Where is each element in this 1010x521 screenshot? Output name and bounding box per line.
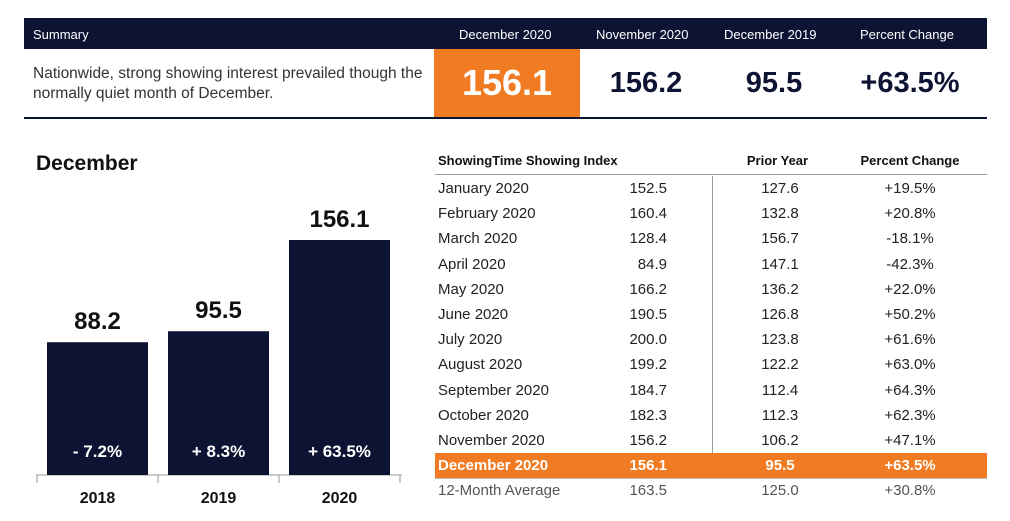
x-tick-label: 2019 (201, 490, 237, 507)
summary-text: Nationwide, strong showing interest prev… (33, 65, 423, 102)
month-cell: November 2020 (438, 432, 545, 449)
value-cell: 156.2 (629, 432, 667, 449)
header-december-2020: December 2020 (459, 27, 552, 42)
change-cell: -42.3% (886, 255, 934, 273)
table-row: March 2020 128.4 156.7 -18.1% (435, 226, 987, 251)
change-cell: +19.5% (884, 180, 936, 197)
month-cell: June 2020 (438, 306, 509, 323)
change-cell: +61.6% (884, 331, 936, 349)
bar-2020 (289, 240, 390, 475)
change-cell: +63.0% (884, 356, 936, 374)
month-cell: March 2020 (438, 230, 518, 248)
month-cell: January 2020 (438, 180, 529, 197)
current-value: 156.1 (434, 49, 580, 117)
value-cell: 200.0 (629, 331, 667, 349)
value-cell: 182.3 (629, 406, 667, 424)
bar-value-label: 95.5 (195, 297, 242, 324)
table-row: June 2020 190.5 126.8 +50.2% (435, 302, 987, 327)
prior-cell: 112.4 (761, 381, 799, 399)
prior-cell: 112.3 (761, 406, 799, 424)
prior-cell: 132.8 (761, 205, 799, 223)
change-cell: -18.1% (886, 230, 934, 248)
prior-cell: 136.2 (761, 280, 799, 298)
change-cell: +62.3% (884, 406, 936, 424)
bar-change-label: - 7.2% (73, 442, 122, 461)
header-december-2019: December 2019 (724, 27, 817, 42)
month-cell: August 2020 (438, 356, 523, 374)
table-row: September 2020 184.7 112.4 +64.3% (435, 378, 987, 403)
change-cell: +30.8% (884, 482, 936, 500)
value-cell: 199.2 (629, 356, 667, 374)
summary-row: Nationwide, strong showing interest prev… (24, 49, 987, 119)
table-row: August 2020 199.2 122.2 +63.0% (435, 352, 987, 377)
table-header-prior: Prior Year (746, 153, 809, 168)
value-cell: 184.7 (629, 381, 667, 399)
value-cell: 163.5 (629, 482, 667, 500)
table-row: November 2020 156.2 106.2 +47.1% (435, 428, 987, 453)
summary-header: Summary December 2020 November 2020 Dece… (24, 18, 987, 49)
table-row: February 2020 160.4 132.8 +20.8% (435, 201, 987, 226)
month-cell: September 2020 (438, 381, 549, 399)
bar-change-label: + 63.5% (308, 442, 371, 461)
month-cell: October 2020 (438, 406, 529, 424)
prior-cell: 122.2 (761, 356, 799, 374)
summary-label: Summary (33, 27, 89, 42)
prev-month-value: 156.2 (609, 66, 683, 99)
value-cell: 190.5 (629, 306, 667, 323)
change-cell: +63.5% (884, 457, 936, 475)
table-row: January 2020 152.5 127.6 +19.5% (435, 176, 987, 201)
average-divider (435, 478, 987, 480)
change-cell: +64.3% (884, 381, 936, 399)
bar-change-label: + 8.3% (192, 442, 245, 461)
prior-cell: 127.6 (761, 180, 799, 197)
bar-chart: 88.2 - 7.2% 2018 95.5 + 8.3% 2019 156.1 + 63.5%… (36, 206, 402, 507)
change-cell: +22.0% (884, 280, 936, 298)
x-tick-label: 2020 (322, 490, 358, 507)
bar-value-label: 156.1 (309, 206, 369, 233)
value-cell: 160.4 (629, 205, 667, 223)
prior-cell: 156.7 (761, 230, 799, 248)
prior-cell: 95.5 (765, 457, 795, 475)
table-row: April 2020 84.9 147.1 -42.3% (435, 252, 987, 277)
change-cell: +20.8% (884, 205, 936, 223)
prior-cell: 147.1 (761, 255, 799, 273)
value-cell: 128.4 (629, 230, 667, 248)
month-cell: April 2020 (438, 255, 506, 273)
table-row: October 2020 182.3 112.3 +62.3% (435, 403, 987, 428)
month-cell: February 2020 (438, 205, 536, 223)
table-header-change: Percent Change (860, 153, 960, 168)
table-column-divider (712, 176, 713, 474)
bar-2019 (168, 331, 269, 475)
prev-year-value: 95.5 (745, 66, 803, 99)
prior-cell: 126.8 (761, 306, 799, 323)
change-cell: +50.2% (884, 306, 936, 323)
table-row: May 2020 166.2 136.2 +22.0% (435, 277, 987, 302)
month-cell: May 2020 (438, 280, 504, 298)
prior-cell: 123.8 (761, 331, 799, 349)
value-cell: 156.1 (629, 457, 667, 475)
prior-cell: 125.0 (761, 482, 799, 500)
month-cell: 12-Month Average (438, 482, 561, 500)
month-cell: July 2020 (438, 331, 503, 349)
bar-value-label: 88.2 (74, 308, 121, 335)
table-divider (435, 174, 987, 175)
value-cell: 152.5 (629, 180, 667, 197)
table-row: July 2020 200.0 123.8 +61.6% (435, 327, 987, 352)
bar-2018 (47, 342, 148, 475)
change-cell: +47.1% (884, 432, 936, 449)
value-cell: 84.9 (637, 255, 667, 273)
table-header-index: ShowingTime Showing Index (438, 153, 618, 168)
table-row: December 2020 156.1 95.5 +63.5% (435, 453, 987, 479)
chart-title: December (36, 152, 138, 175)
percent-change-value: +63.5% (860, 66, 960, 99)
x-tick-label: 2018 (80, 490, 116, 507)
header-november-2020: November 2020 (596, 27, 689, 42)
month-cell: December 2020 (438, 457, 549, 475)
average-row: 12-Month Average 163.5 125.0 +30.8% (435, 478, 987, 503)
value-cell: 166.2 (629, 280, 667, 298)
prior-cell: 106.2 (761, 432, 799, 449)
header-percent-change: Percent Change (860, 27, 954, 42)
